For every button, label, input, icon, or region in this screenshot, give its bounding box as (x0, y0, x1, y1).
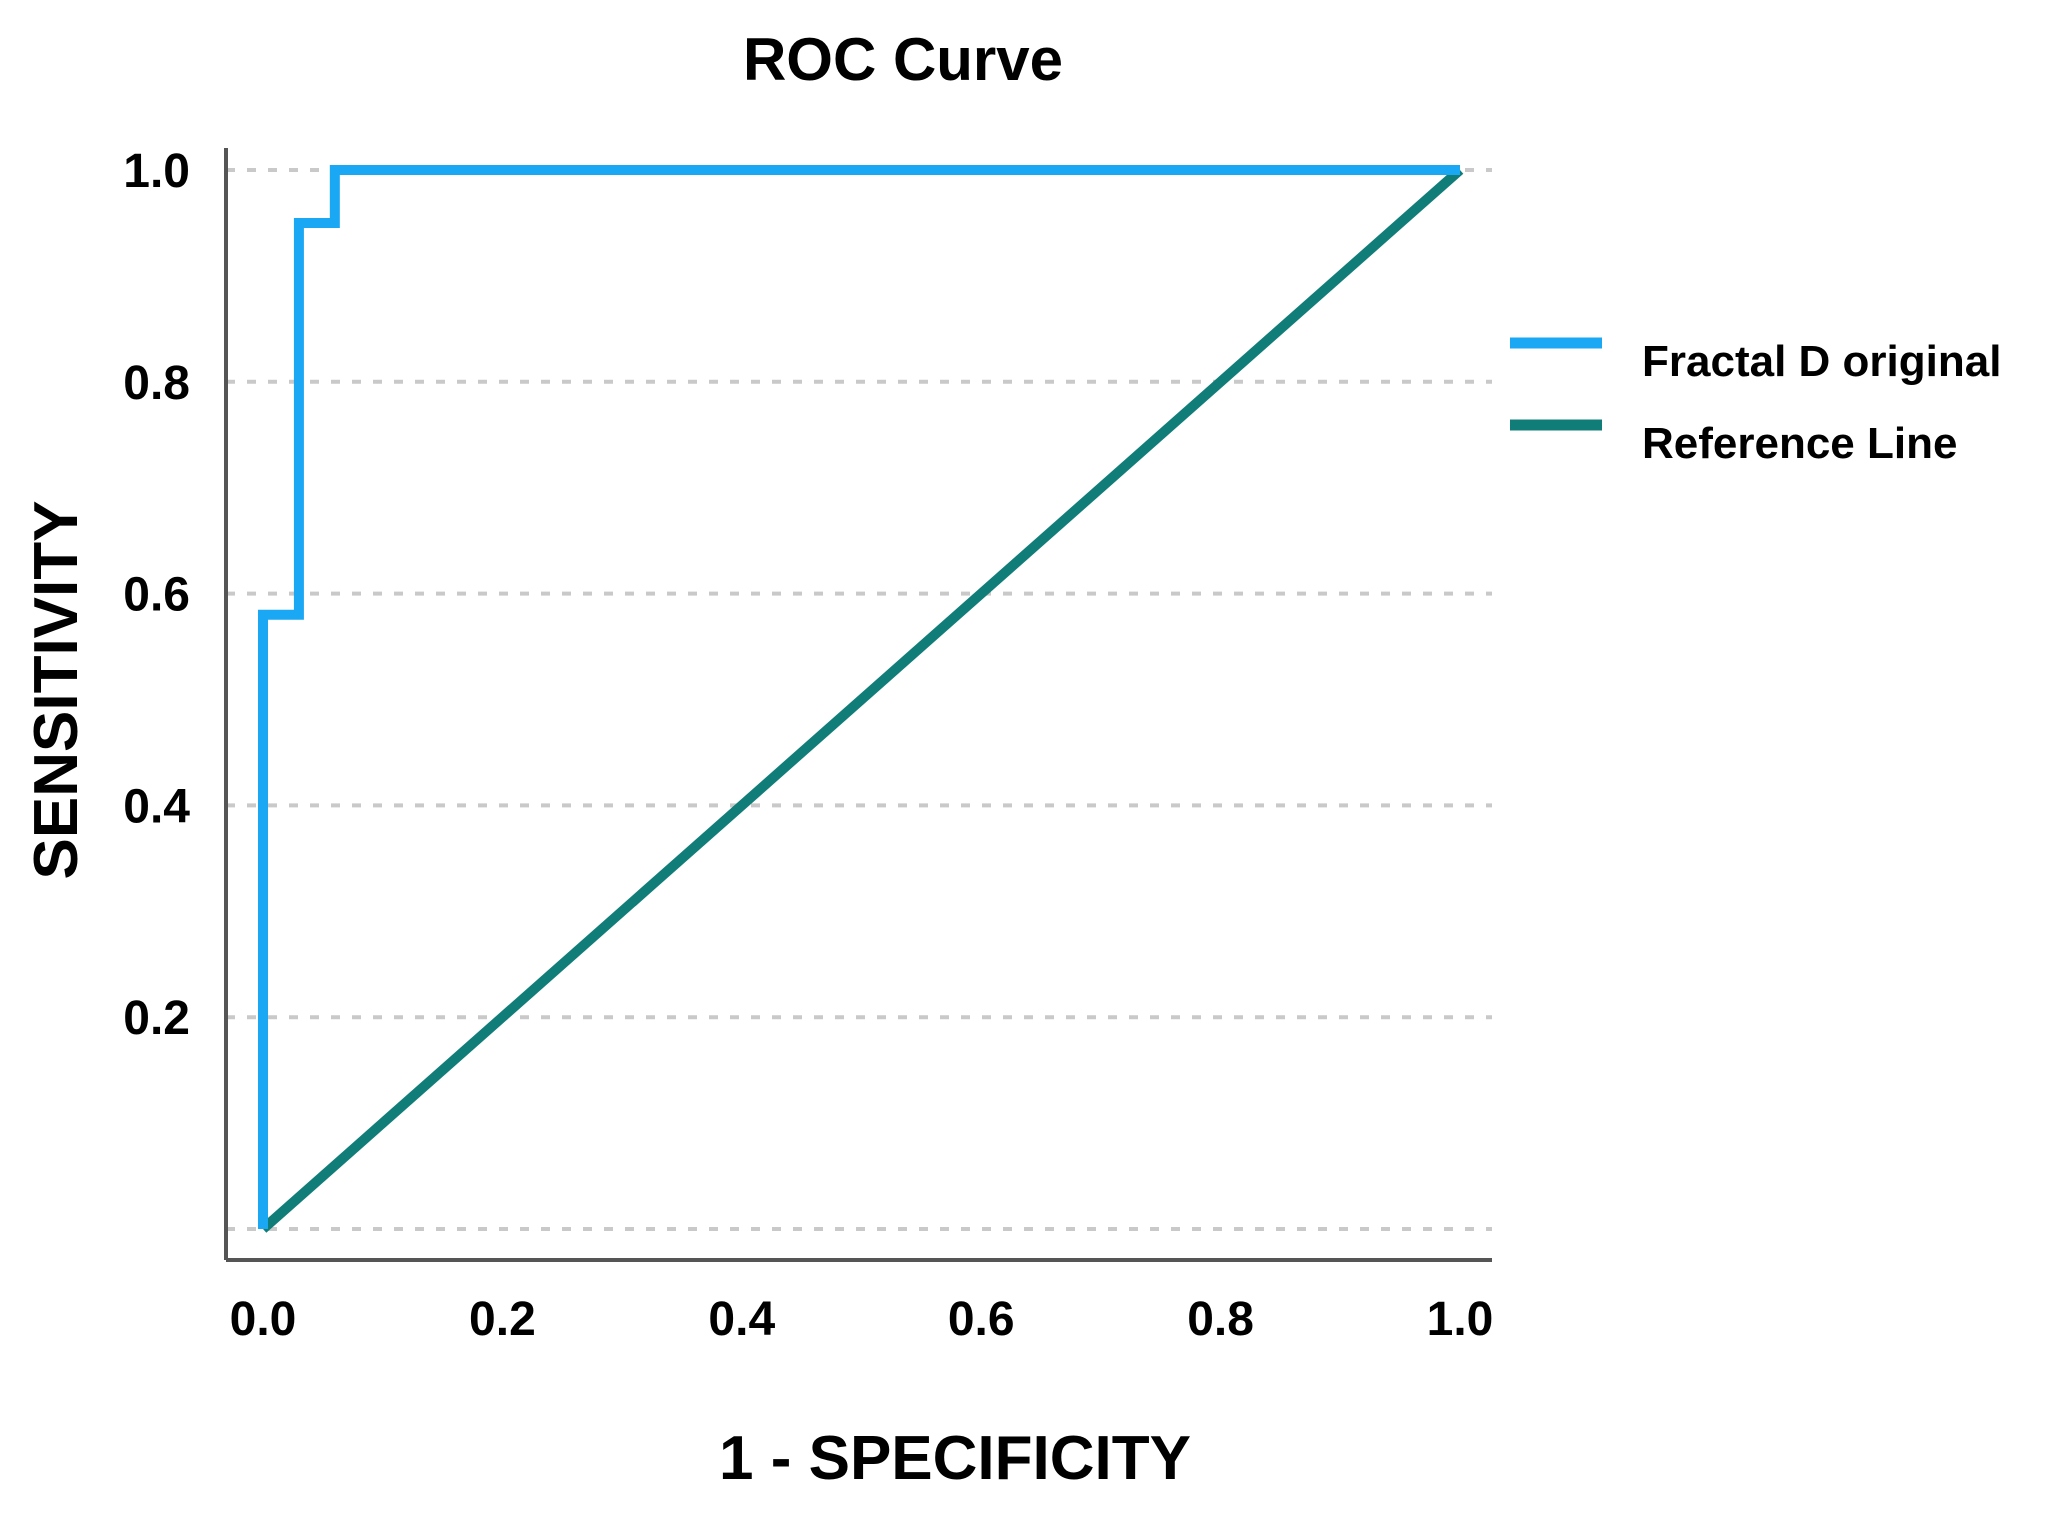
series-line-fractal-d-original (258, 165, 1460, 1229)
legend: Fractal D original Reference Line (1510, 337, 2001, 468)
y-tick-label: 0.2 (123, 992, 190, 1045)
y-tick-labels: 0.2 0.4 0.6 0.8 1.0 (123, 145, 190, 1045)
y-axis-label: SENSITIVITY (22, 501, 91, 880)
x-tick-label: 1.0 (1427, 1293, 1494, 1346)
y-tick-label: 0.4 (123, 780, 190, 833)
series-line-reference-line (259, 166, 1464, 1233)
y-tick-label: 1.0 (123, 145, 190, 198)
x-tick-label: 0.4 (708, 1293, 775, 1346)
chart-title: ROC Curve (743, 26, 1063, 93)
series-lines (258, 165, 1464, 1233)
legend-label: Fractal D original (1642, 337, 2001, 386)
x-tick-label: 0.8 (1187, 1293, 1254, 1346)
x-tick-label: 0.6 (948, 1293, 1015, 1346)
x-tick-label: 0.2 (469, 1293, 536, 1346)
y-tick-label: 0.6 (123, 569, 190, 622)
x-axis-label: 1 - SPECIFICITY (719, 1424, 1191, 1493)
x-tick-label: 0.0 (230, 1293, 297, 1346)
legend-label: Reference Line (1642, 419, 1957, 468)
x-tick-labels: 0.0 0.2 0.4 0.6 0.8 1.0 (230, 1293, 1494, 1346)
y-tick-label: 0.8 (123, 357, 190, 410)
